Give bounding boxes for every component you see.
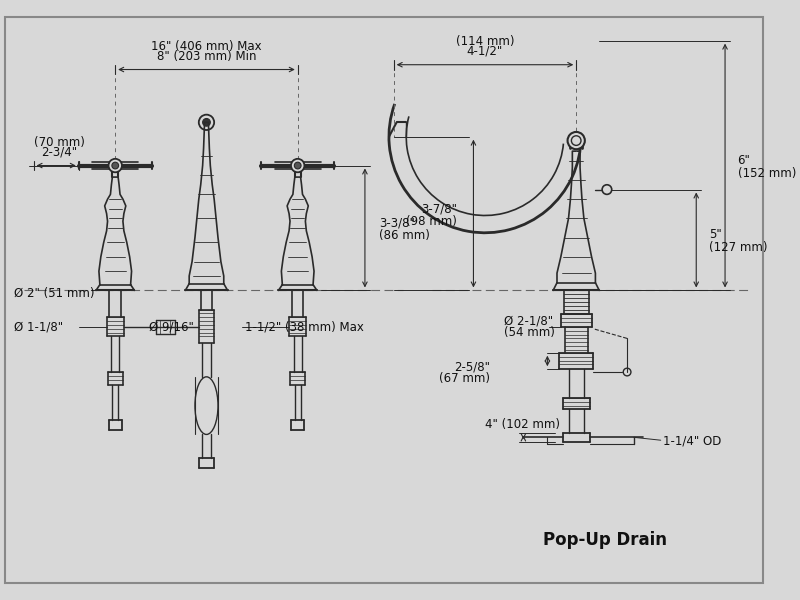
Circle shape bbox=[112, 162, 118, 169]
Text: Pop-Up Drain: Pop-Up Drain bbox=[543, 531, 667, 549]
Text: (67 mm): (67 mm) bbox=[438, 372, 490, 385]
Circle shape bbox=[571, 136, 581, 145]
Text: (54 mm): (54 mm) bbox=[504, 326, 555, 339]
Circle shape bbox=[623, 368, 631, 376]
Circle shape bbox=[109, 159, 122, 172]
Text: 6": 6" bbox=[738, 154, 750, 167]
Circle shape bbox=[202, 118, 210, 126]
Text: Ø 9/16": Ø 9/16" bbox=[149, 320, 194, 334]
Text: 3-3/8": 3-3/8" bbox=[379, 217, 415, 230]
Text: Ø 1-1/8": Ø 1-1/8" bbox=[14, 320, 63, 334]
Text: (152 mm): (152 mm) bbox=[738, 167, 796, 180]
Text: 8" (203 mm) Min: 8" (203 mm) Min bbox=[157, 50, 256, 62]
Text: 5": 5" bbox=[709, 228, 722, 241]
Text: 3-7/8": 3-7/8" bbox=[421, 202, 457, 215]
Text: 4" (102 mm): 4" (102 mm) bbox=[485, 418, 560, 431]
Text: Ø 2-1/8": Ø 2-1/8" bbox=[504, 314, 554, 328]
Text: Ø 2" (51 mm): Ø 2" (51 mm) bbox=[14, 287, 95, 300]
Text: 1-1/4" OD: 1-1/4" OD bbox=[662, 434, 721, 448]
Text: 16" (406 mm) Max: 16" (406 mm) Max bbox=[151, 40, 262, 53]
Circle shape bbox=[567, 132, 585, 149]
Circle shape bbox=[602, 185, 612, 194]
Text: (70 mm): (70 mm) bbox=[34, 136, 85, 149]
Text: (114 mm): (114 mm) bbox=[456, 35, 514, 48]
Text: 2-5/8": 2-5/8" bbox=[454, 361, 490, 374]
Text: 1-1/2" (38 mm) Max: 1-1/2" (38 mm) Max bbox=[245, 320, 364, 334]
Circle shape bbox=[198, 115, 214, 130]
Text: (86 mm): (86 mm) bbox=[379, 229, 430, 242]
Circle shape bbox=[291, 159, 305, 172]
Text: (127 mm): (127 mm) bbox=[709, 241, 767, 254]
Text: 2-3/4": 2-3/4" bbox=[42, 146, 78, 158]
Text: 4-1/2": 4-1/2" bbox=[467, 45, 503, 58]
Text: (98 mm): (98 mm) bbox=[406, 215, 457, 228]
Circle shape bbox=[294, 162, 301, 169]
